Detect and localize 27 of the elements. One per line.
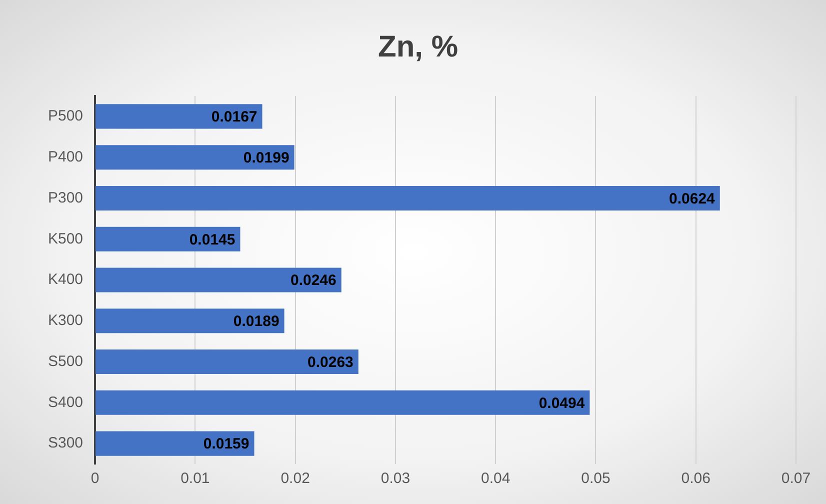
y-tick-label: S300 [48,434,84,452]
data-label: 0.0494 [538,394,586,412]
x-tick-label: 0.02 [280,470,310,488]
y-tick-label: P400 [48,148,84,166]
y-tick-label: P300 [48,189,84,206]
y-tick-label: K300 [48,312,84,330]
data-label: 0.0246 [290,272,336,290]
x-tick-label: 0.07 [781,470,811,488]
data-label: 0.0189 [233,313,280,330]
y-tick-label: K500 [48,230,84,248]
data-label: 0.0159 [203,436,250,453]
x-tick-label: 0.06 [681,470,710,488]
x-tick-label: 0.04 [480,470,510,488]
x-tick-label: 0 [90,470,100,488]
y-tick-label: P500 [48,108,84,125]
y-tick-label: K400 [48,271,84,288]
y-tick-label: S400 [48,394,84,411]
data-label: 0.0145 [189,231,236,248]
data-label: 0.0624 [669,190,716,208]
data-label: 0.0167 [211,108,258,126]
chart-title: Zn, % [378,30,458,64]
data-label: 0.0263 [308,354,354,371]
x-tick-label: 0.01 [180,470,210,488]
y-tick-label: S500 [48,352,84,370]
data-label: 0.0199 [243,149,290,166]
x-tick-label: 0.03 [380,470,410,488]
x-tick-label: 0.05 [581,470,610,488]
